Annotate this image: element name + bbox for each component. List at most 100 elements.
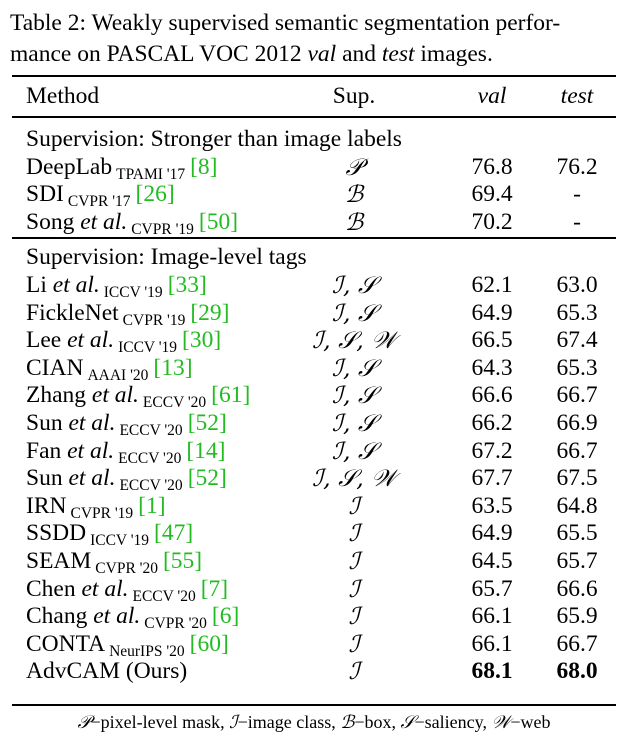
supervision-cell: ℐ, 𝒮: [331, 271, 377, 299]
supervision-cell: ℐ: [348, 491, 360, 520]
method-cell: DeepLab TPAMI '17 [8]: [26, 153, 218, 184]
citation-link[interactable]: [29]: [190, 299, 230, 326]
method-etal: et al.: [61, 437, 115, 464]
supervision-cell: ℐ, 𝒮: [331, 353, 377, 382]
footnote-i-text: −image class,: [237, 712, 341, 732]
table-row: Lee et al. ICCV '19 [30] ℐ, 𝒮, 𝒲 66.5 67.4: [12, 326, 616, 357]
table-row: Fan et al. ECCV '20 [14] ℐ, 𝒮 67.2 66.7: [12, 437, 616, 468]
val-score-cell: 67.7: [471, 465, 513, 492]
method-name: CONTA: [26, 630, 106, 657]
method-name: IRN: [26, 492, 67, 519]
method-name: Zhang: [26, 382, 87, 409]
method-venue: AAAI '20: [87, 366, 149, 384]
val-score-cell: 67.2: [471, 437, 513, 464]
method-name: Sun: [26, 410, 63, 436]
supervision-cell: ℬ: [344, 180, 364, 209]
table-header: Method Sup. val test: [12, 82, 616, 110]
supervision-cell: ℐ, 𝒮, 𝒲: [312, 464, 396, 493]
footnote-i-symbol: ℐ: [229, 712, 238, 733]
test-score-cell: 66.7: [556, 437, 598, 464]
table-row: Li et al. ICCV '19 [33] ℐ, 𝒮 62.1 63.0: [12, 271, 616, 301]
citation-link[interactable]: [33]: [167, 272, 207, 298]
section-rule: [12, 237, 616, 239]
table-row: SDI CVPR '17 [26] ℬ 69.4 -: [12, 180, 616, 211]
method-name: CIAN: [26, 354, 84, 381]
method-name: SSDD: [26, 520, 87, 547]
method-etal: et al.: [86, 382, 139, 409]
table-row: CIAN AAAI '20 [13] ℐ, 𝒮 64.3 65.3: [12, 353, 616, 384]
test-score-cell: 66.7: [556, 630, 598, 657]
header-method: Method: [26, 83, 100, 109]
test-score-cell: -: [573, 208, 581, 235]
method-cell: Chen et al. ECCV '20 [7]: [26, 575, 228, 606]
citation-link[interactable]: [26]: [135, 181, 175, 208]
method-name: SEAM: [26, 548, 92, 574]
citation-link[interactable]: [60]: [189, 630, 229, 657]
citation-link[interactable]: [52]: [187, 465, 227, 492]
method-venue: CVPR '19: [131, 220, 194, 238]
citation-link[interactable]: [30]: [182, 327, 222, 354]
method-cell: SEAM CVPR '20 [55]: [26, 547, 202, 578]
citation-link[interactable]: [8]: [190, 153, 218, 180]
supervision-cell: ℐ: [348, 602, 360, 631]
method-etal: et al.: [62, 465, 116, 492]
table-row: SSDD ICCV '19 [47] ℐ 64.9 65.5: [12, 519, 616, 550]
method-name: Song: [26, 208, 75, 235]
method-etal: et al.: [75, 575, 129, 602]
method-venue: ICCV '19: [90, 532, 150, 550]
citation-link[interactable]: [7]: [200, 575, 229, 602]
method-name: Chen: [26, 575, 76, 602]
supervision-cell: ℐ: [348, 574, 360, 603]
citation-link[interactable]: [47]: [154, 520, 194, 547]
citation-link[interactable]: [52]: [187, 410, 227, 436]
caption-line-2b: images.: [414, 41, 493, 67]
header-val: val: [477, 83, 507, 109]
top-rule: [12, 75, 616, 77]
citation-link[interactable]: [50]: [198, 208, 239, 235]
citation-link[interactable]: [13]: [153, 354, 193, 381]
supervision-cell: ℐ: [348, 547, 360, 575]
citation-link[interactable]: [1]: [138, 492, 166, 519]
bottom-rule: [12, 704, 616, 706]
method-name: DeepLab: [26, 153, 113, 180]
table-row: CONTA NeurIPS '20 [60] ℐ 66.1 66.7: [12, 629, 616, 660]
supervision-cell: ℐ: [348, 629, 360, 658]
method-cell: Sun et al. ECCV '20 [52]: [26, 409, 227, 440]
test-score-cell: 66.7: [556, 382, 598, 409]
supervision-cell: 𝒫: [345, 152, 363, 181]
table-row: FickleNet CVPR '19 [29] ℐ, 𝒮 64.9 65.3: [12, 299, 616, 329]
test-score-cell: 66.6: [556, 575, 598, 602]
method-cell: Sun et al. ECCV '20 [52]: [26, 464, 227, 495]
test-score-cell: 65.9: [556, 603, 598, 630]
citation-link[interactable]: [55]: [162, 548, 203, 574]
val-score-cell: 64.9: [471, 520, 513, 547]
caption-and: and: [336, 41, 382, 67]
test-score-cell: 65.7: [556, 548, 598, 574]
val-score-cell: 66.1: [471, 603, 513, 630]
val-score-cell: 65.7: [471, 575, 513, 602]
method-venue: CVPR '19: [122, 311, 186, 329]
method-venue: ICCV '19: [118, 339, 178, 357]
val-score-cell: 66.5: [471, 327, 513, 354]
method-venue: CVPR '17: [67, 193, 131, 211]
test-score-cell: 65.5: [556, 520, 598, 547]
method-cell: AdvCAM (Ours): [26, 657, 187, 685]
section-title: Supervision: Image-level tags: [26, 244, 307, 271]
method-name: AdvCAM (Ours): [26, 658, 188, 685]
table-row: Song et al. CVPR '19 [50] ℬ 70.2 -: [12, 208, 616, 238]
footnote-p-text: −pixel-level mask,: [90, 712, 230, 732]
footnote-w-text: −web: [510, 712, 551, 732]
method-etal: et al.: [74, 208, 128, 235]
footnote-b-symbol: ℬ: [340, 712, 355, 733]
citation-link[interactable]: [61]: [211, 382, 251, 409]
val-score-cell: 63.5: [471, 492, 513, 519]
method-venue: CVPR '19: [70, 504, 134, 522]
citation-link[interactable]: [14]: [186, 437, 226, 464]
method-name: Chang: [26, 603, 88, 630]
table-row: SEAM CVPR '20 [55] ℐ 64.5 65.7: [12, 547, 616, 578]
method-cell: Fan et al. ECCV '20 [14]: [26, 437, 226, 468]
citation-link[interactable]: [6]: [211, 603, 240, 630]
table-caption: Table 2: Weakly supervised semantic segm…: [10, 8, 620, 70]
method-name: SDI: [26, 181, 64, 208]
method-cell: SDI CVPR '17 [26]: [26, 180, 175, 211]
